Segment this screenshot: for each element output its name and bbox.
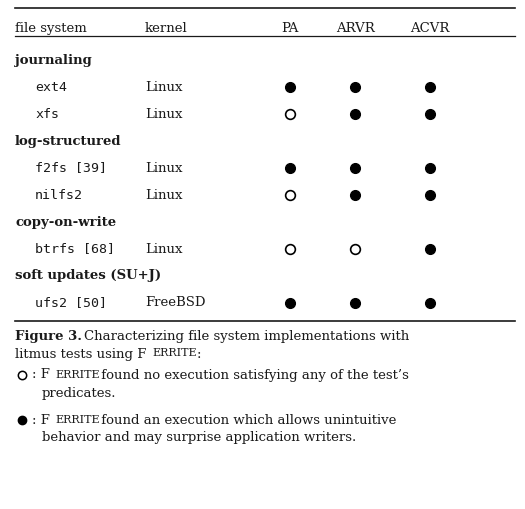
Text: ARVR: ARVR — [335, 22, 374, 35]
Text: ERRITE: ERRITE — [55, 415, 100, 425]
Text: behavior and may surprise application writers.: behavior and may surprise application wr… — [42, 432, 356, 444]
Text: Linux: Linux — [145, 107, 183, 121]
Text: ERRITE: ERRITE — [152, 348, 197, 358]
Text: ufs2 [50]: ufs2 [50] — [35, 297, 107, 309]
Text: : F: : F — [32, 369, 50, 382]
Text: Figure 3.: Figure 3. — [15, 330, 82, 343]
Text: ext4: ext4 — [35, 80, 67, 94]
Text: ACVR: ACVR — [411, 22, 450, 35]
Text: btrfs [68]: btrfs [68] — [35, 242, 115, 256]
Text: :: : — [197, 348, 202, 361]
Text: Linux: Linux — [145, 188, 183, 202]
Text: Characterizing file system implementations with: Characterizing file system implementatio… — [84, 330, 410, 343]
Text: found an execution which allows unintuitive: found an execution which allows unintuit… — [97, 413, 396, 427]
Text: copy-on-write: copy-on-write — [15, 215, 116, 229]
Text: log-structured: log-structured — [15, 134, 121, 148]
Text: litmus tests using F: litmus tests using F — [15, 348, 146, 361]
Text: Linux: Linux — [145, 242, 183, 256]
Text: Linux: Linux — [145, 80, 183, 94]
Text: journaling: journaling — [15, 53, 92, 67]
Text: nilfs2: nilfs2 — [35, 188, 83, 202]
Text: Linux: Linux — [145, 161, 183, 175]
Text: soft updates (SU+J): soft updates (SU+J) — [15, 269, 161, 282]
Text: f2fs [39]: f2fs [39] — [35, 161, 107, 175]
Text: PA: PA — [281, 22, 299, 35]
Text: predicates.: predicates. — [42, 386, 117, 400]
Text: FreeBSD: FreeBSD — [145, 297, 205, 309]
Text: kernel: kernel — [145, 22, 188, 35]
Text: ERRITE: ERRITE — [55, 370, 100, 380]
Text: found no execution satisfying any of the test’s: found no execution satisfying any of the… — [97, 369, 409, 382]
Text: : F: : F — [32, 413, 50, 427]
Text: file system: file system — [15, 22, 87, 35]
Text: xfs: xfs — [35, 107, 59, 121]
